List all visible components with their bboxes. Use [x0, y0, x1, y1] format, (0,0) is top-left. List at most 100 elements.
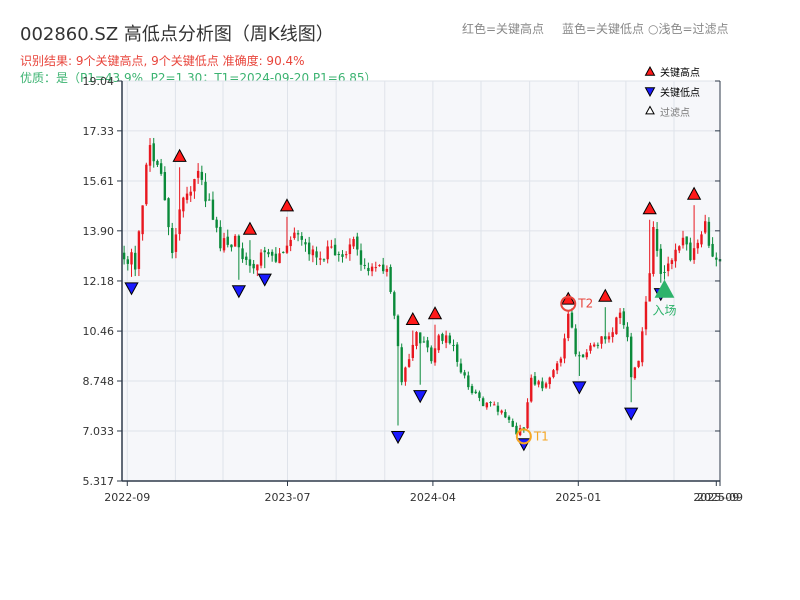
- candle: [337, 251, 340, 262]
- candle-body: [370, 266, 374, 272]
- candle: [626, 322, 629, 342]
- candle: [204, 173, 207, 208]
- candle-body: [259, 252, 263, 266]
- candle-body: [256, 264, 259, 271]
- key-low-marker: [624, 407, 639, 421]
- key-low-marker: [257, 273, 272, 287]
- candle: [282, 251, 285, 254]
- key-high-marker: [279, 198, 295, 212]
- candle-body: [511, 420, 514, 427]
- candle: [493, 401, 496, 406]
- candle: [604, 307, 607, 344]
- candle: [585, 349, 588, 360]
- key-high-marker: [427, 306, 443, 320]
- candle-body: [615, 317, 618, 335]
- candle-body: [200, 171, 204, 180]
- x-tick-label: 2025-09: [693, 491, 739, 504]
- candle-body: [185, 193, 189, 200]
- candle: [641, 327, 644, 367]
- candle: [182, 196, 185, 218]
- candle-body: [374, 267, 377, 269]
- candle-body: [444, 335, 448, 343]
- legend-low-label: 关键低点: [660, 86, 700, 99]
- candle: [130, 248, 133, 277]
- candle: [200, 165, 204, 186]
- candle: [567, 310, 570, 342]
- candle: [611, 327, 614, 343]
- candle-body: [363, 264, 366, 266]
- candle-body: [618, 312, 622, 319]
- candle-body: [341, 254, 344, 257]
- candle-body: [481, 398, 485, 407]
- candle: [311, 245, 315, 263]
- candle-body: [245, 256, 248, 260]
- candle: [171, 222, 174, 259]
- candle: [711, 237, 714, 258]
- candle: [145, 162, 148, 206]
- candle-body: [300, 236, 303, 240]
- candle-body: [248, 259, 252, 266]
- y-tick-label: 5.317: [83, 475, 115, 488]
- candle-body: [674, 249, 677, 262]
- candle-body: [356, 236, 359, 250]
- legend-low-icon: [644, 87, 656, 98]
- candle: [208, 193, 211, 201]
- markers: T1 T2 入场: [124, 148, 702, 452]
- candle-body: [711, 243, 714, 257]
- candle-body: [707, 221, 711, 246]
- y-tick-label: 7.033: [83, 425, 115, 438]
- candle: [326, 240, 329, 264]
- legend-high-icon: [644, 65, 656, 76]
- candle: [267, 248, 270, 258]
- candle: [574, 324, 577, 357]
- candle-body: [137, 231, 141, 269]
- candle: [352, 236, 355, 249]
- candle: [596, 342, 600, 349]
- candle: [507, 415, 511, 424]
- candle: [433, 324, 437, 366]
- candle: [548, 376, 551, 389]
- entry-marker: [654, 279, 675, 298]
- candle-body: [296, 233, 300, 235]
- candle-body: [274, 253, 278, 262]
- candle: [589, 342, 592, 354]
- candle-body: [448, 335, 452, 344]
- key-high-marker: [598, 288, 613, 302]
- candle-body: [611, 332, 614, 338]
- chart-title: 002860.SZ 高低点分析图（周K线图）: [20, 24, 334, 45]
- legend-blue-text: 蓝色=关键低点: [562, 22, 645, 36]
- candle-body: [122, 252, 126, 260]
- legend-high-label: 关键高点: [660, 66, 700, 79]
- candle-body: [359, 250, 363, 265]
- candle: [559, 356, 563, 367]
- candle: [174, 227, 178, 259]
- candle-body: [141, 205, 144, 235]
- candle-body: [159, 163, 163, 174]
- candle-body: [504, 411, 507, 418]
- candle: [348, 238, 352, 261]
- candle: [448, 332, 452, 345]
- candle-body: [530, 377, 533, 402]
- y-tick-label: 12.18: [83, 275, 115, 288]
- candle: [304, 238, 307, 252]
- candle-body: [415, 331, 418, 346]
- candle: [248, 240, 252, 273]
- candle: [470, 383, 474, 395]
- candle: [241, 242, 244, 263]
- candle: [219, 220, 222, 252]
- candle-body: [570, 312, 574, 328]
- candle: [537, 379, 540, 388]
- candle: [237, 234, 241, 280]
- key-low-marker: [413, 390, 428, 404]
- y-tick-label: 17.33: [83, 125, 115, 138]
- key-low-marker: [390, 430, 406, 445]
- candle-body: [518, 428, 522, 436]
- candle-body: [581, 354, 585, 358]
- candle: [555, 360, 559, 375]
- candle-body: [233, 235, 237, 247]
- key-low-marker: [124, 282, 139, 296]
- candle-body: [589, 345, 592, 351]
- candle: [511, 418, 514, 428]
- candle: [578, 351, 581, 376]
